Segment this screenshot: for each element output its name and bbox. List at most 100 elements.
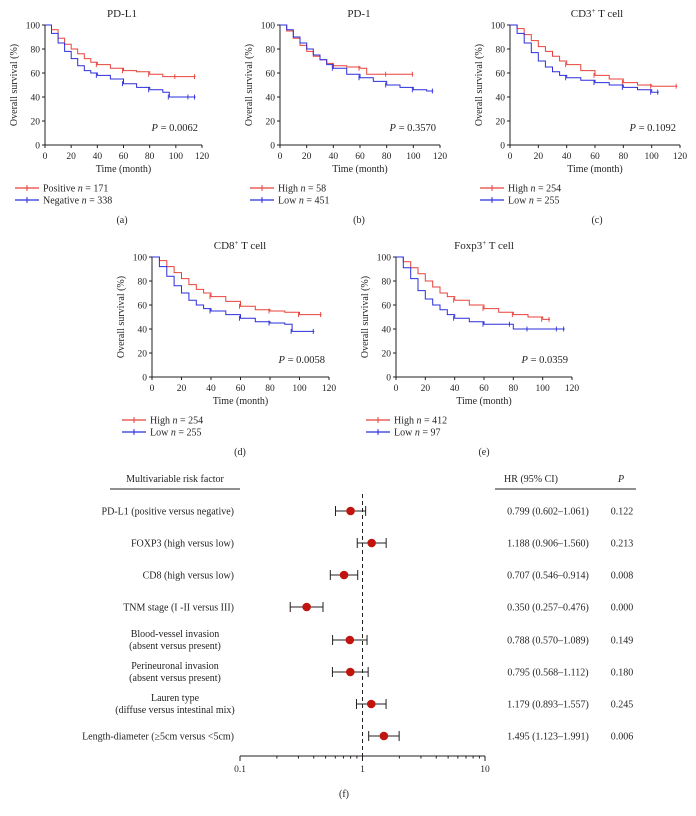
legend-n-symbol: n (299, 196, 304, 207)
y-tick-label: 80 (496, 46, 506, 56)
legend-entry: Negative n = 338 (43, 196, 112, 207)
hr-ci-text: 0.350 (0.257–0.476) (507, 603, 589, 614)
title-suffix: T cell (596, 8, 624, 20)
panel-title: CD3+ T cell (571, 7, 623, 20)
forest-x-tick-label: 10 (480, 765, 490, 775)
x-tick-label: 60 (479, 384, 489, 394)
p-symbol: P (629, 123, 637, 134)
y-tick-label: 40 (138, 326, 148, 336)
hr-point (302, 602, 311, 612)
x-tick-label: 40 (329, 152, 339, 162)
x-tick-label: 20 (302, 152, 312, 162)
row-label: CD8 (high versus low) (143, 571, 234, 582)
survival-curve-high (280, 24, 414, 75)
p-value-text: 0.000 (611, 603, 634, 614)
survival-curve-high (510, 24, 678, 87)
legend-n-symbol: n (171, 428, 176, 439)
x-tick-label: 40 (206, 384, 216, 394)
x-tick-label: 40 (93, 152, 103, 162)
legend-entry: Low n = 97 (394, 428, 440, 439)
x-tick-label: 60 (590, 152, 600, 162)
x-axis-label: Time (month) (96, 164, 151, 175)
legend-entry: High n = 412 (394, 416, 447, 427)
x-tick-label: 100 (406, 152, 421, 162)
hr-point (339, 570, 349, 580)
legend-n-value: = 451 (304, 196, 330, 207)
y-tick-label: 0 (386, 374, 391, 384)
x-tick-label: 120 (322, 384, 337, 394)
legend-n-value: = 97 (420, 428, 441, 439)
forest-row: TNM stage (I -II versus III) 0.350 (0.257… (123, 602, 633, 614)
x-tick-label: 120 (565, 384, 580, 394)
legend-n-value: = 171 (83, 184, 109, 195)
forest-panel: Multivariable risk factor HR (95% CI) P PD-… (82, 474, 636, 800)
panel-title: CD8+ T cell (214, 239, 266, 252)
x-tick-label: 80 (619, 152, 629, 162)
y-tick-label: 0 (142, 374, 147, 384)
x-tick-label: 80 (145, 152, 155, 162)
y-tick-label: 60 (266, 70, 276, 80)
row-label: Blood-vessel invasion (131, 629, 220, 640)
x-tick-label: 40 (450, 384, 460, 394)
p-number: = 0.0062 (158, 123, 198, 134)
x-tick-label: 60 (236, 384, 246, 394)
y-tick-label: 40 (266, 94, 276, 104)
legend-n-symbol: n (301, 184, 306, 195)
x-tick-label: 120 (673, 152, 688, 162)
x-tick-label: 100 (292, 384, 307, 394)
legend-n-symbol: n (531, 184, 536, 195)
legend-n-symbol: n (173, 416, 178, 427)
y-tick-label: 0 (500, 142, 505, 152)
x-tick-label: 120 (433, 152, 448, 162)
p-header: P (617, 474, 624, 485)
p-value-text: 0.180 (611, 668, 634, 679)
forest-row: Lauren type(diffuse versus intestinal mi… (115, 693, 633, 716)
legend-n-symbol: n (415, 428, 420, 439)
hr-point (379, 731, 389, 741)
hr-ci-text: 0.799 (0.602–1.061) (507, 507, 589, 518)
row-label-sub: (diffuse versus intestinal mix) (115, 705, 235, 716)
factor-header: Multivariable risk factor (126, 474, 224, 485)
x-tick-label: 0 (394, 384, 399, 394)
hr-point (366, 699, 376, 709)
x-tick-label: 20 (421, 384, 431, 394)
y-tick-label: 20 (496, 118, 506, 128)
y-tick-label: 60 (31, 70, 41, 80)
row-label-sub: (absent versus present) (129, 673, 221, 684)
panel-label: (d) (234, 447, 246, 458)
forest-row: CD8 (high versus low) 0.707 (0.546–0.914)… (143, 570, 633, 582)
y-tick-label: 60 (382, 302, 392, 312)
panel-label: (c) (591, 215, 602, 226)
legend-n-symbol: n (78, 184, 83, 195)
y-tick-label: 40 (382, 326, 392, 336)
forest-row: Blood-vessel invasion(absent versus pres… (129, 629, 633, 652)
km-panel-e: Foxp3+ T cell 0 20 40 60 80 100 0 20 40 60 80 100 120… (360, 239, 579, 458)
y-axis-label: Overall survival (%) (360, 276, 371, 358)
y-tick-label: 100 (377, 254, 392, 264)
legend-entry: High n = 58 (278, 184, 326, 195)
y-axis-label: Overall survival (%) (116, 276, 127, 358)
survival-curve-high (152, 256, 322, 316)
row-label: TNM stage (I -II versus III) (123, 603, 234, 614)
p-number: = 0.0058 (285, 355, 325, 366)
km-panel-c: CD3+ T cell 0 20 40 60 80 100 0 20 40 60 80 100 120 Ti… (474, 7, 687, 226)
p-symbol: P (151, 123, 159, 134)
hr-ci-text: 1.179 (0.893–1.557) (507, 700, 589, 711)
y-tick-label: 100 (26, 22, 41, 32)
legend-entry: Low n = 451 (278, 196, 329, 207)
x-tick-label: 100 (645, 152, 660, 162)
survival-curve-low (510, 24, 659, 93)
legend-n-value: = 412 (422, 416, 448, 427)
survival-curve-negative (45, 24, 196, 98)
legend-n-value: = 338 (87, 196, 113, 207)
p-value-text: 0.213 (611, 539, 634, 550)
forest-row: FOXP3 (high versus low) 1.188 (0.906–1.56… (131, 538, 633, 550)
x-tick-label: 100 (169, 152, 184, 162)
x-tick-label: 0 (150, 384, 155, 394)
panel-label: (b) (353, 215, 365, 226)
y-tick-label: 0 (270, 142, 275, 152)
x-tick-label: 0 (43, 152, 48, 162)
p-number: = 0.0359 (528, 355, 568, 366)
p-value: P = 0.3570 (389, 123, 436, 134)
